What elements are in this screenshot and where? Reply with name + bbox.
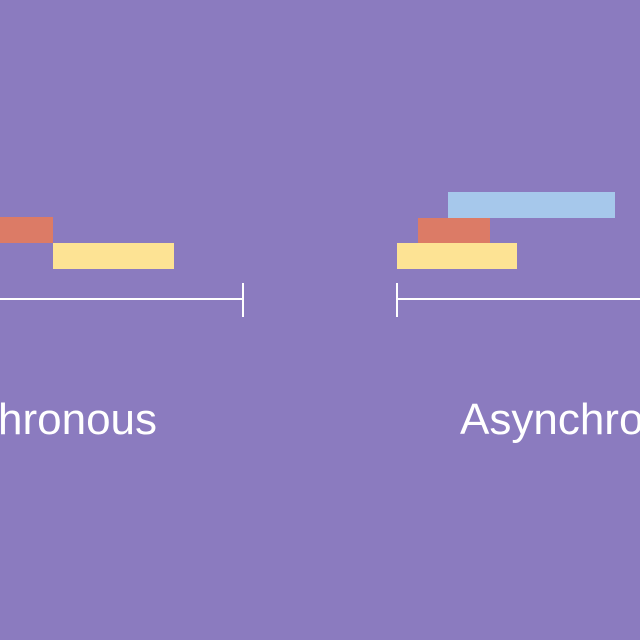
async-label: Asynchro — [460, 395, 640, 444]
sync-timeline-axis — [0, 298, 244, 300]
async-task-blue-bar — [448, 192, 615, 218]
sync-timeline-end-tick — [242, 283, 244, 317]
async-timeline-start-tick — [396, 283, 398, 317]
async-task-yellow-bar — [397, 243, 517, 269]
sync-label: hronous — [0, 395, 158, 444]
async-task-red-bar — [418, 218, 490, 244]
sync-task-yellow-bar — [53, 243, 174, 269]
sync-task-red-bar — [0, 217, 53, 243]
async-timeline-axis — [396, 298, 640, 300]
